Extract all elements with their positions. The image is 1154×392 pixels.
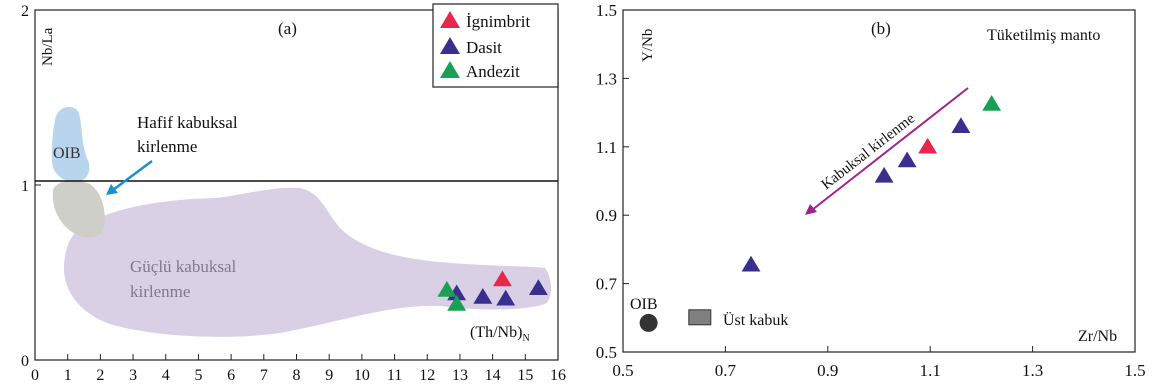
data-point-dasit <box>874 166 894 183</box>
x-axis-label-a-main: (Th/Nb) <box>470 324 522 341</box>
x-tick-label: 16 <box>550 367 566 384</box>
x-tick-label: 4 <box>162 367 170 384</box>
y-tick-label: 1 <box>21 178 29 195</box>
oib-region <box>51 107 90 182</box>
x-tick-label: 1.5 <box>1124 361 1145 380</box>
legend: İgnimbrit Dasit Andezit <box>432 3 559 88</box>
x-axis-label-b: Zr/Nb <box>1078 328 1117 345</box>
strong-crustal-label-line2: kirlenme <box>130 282 190 301</box>
light-crustal-label-line2: kirlenme <box>137 137 197 156</box>
data-points-a <box>437 270 548 311</box>
legend-label-ignimbrit: İgnimbrit <box>466 12 530 31</box>
data-point-dasit <box>951 117 971 134</box>
y-tick-label: 1.5 <box>596 1 617 20</box>
light-crustal-arrow <box>112 159 153 192</box>
x-tick-label: 10 <box>354 367 370 384</box>
x-axis-label-a-sub: N <box>522 333 529 344</box>
y-tick-label: 0.5 <box>596 343 617 362</box>
y-tick-label: 0.7 <box>596 275 618 294</box>
x-tick-label: 14 <box>485 367 501 384</box>
data-point-andezit <box>447 295 467 311</box>
x-ticks-b: 0.5 0.7 0.9 1.1 1.3 1.5 <box>612 346 1146 380</box>
x-tick-label: 7 <box>260 367 268 384</box>
legend-marker-ignimbrit <box>440 11 460 28</box>
data-points-b <box>741 95 1002 272</box>
legend-label-andezit: Andezit <box>466 62 520 81</box>
panel-b: 0.5 0.7 0.9 1.1 1.3 1.5 0.5 0.7 0.9 1.1 1.3 1.5 (b… <box>596 1 1146 380</box>
upper-crust-ref-label: Üst kabuk <box>723 311 788 329</box>
data-point-dasit <box>741 255 761 272</box>
x-tick-label: 1.1 <box>920 361 941 380</box>
y-axis-label-a: Nb/La <box>40 27 56 66</box>
strong-crustal-region <box>63 187 551 337</box>
x-tick-label: 5 <box>194 367 202 384</box>
reference-points-b <box>639 309 712 332</box>
x-tick-label: 15 <box>517 367 533 384</box>
x-tick-label: 0.7 <box>715 361 737 380</box>
data-point-dasit <box>528 279 548 295</box>
data-point-andezit <box>982 95 1002 111</box>
oib-reference-marker <box>639 313 658 332</box>
gray-region <box>52 180 105 238</box>
panel-label-b: (b) <box>871 19 891 38</box>
x-tick-label: 0 <box>31 367 39 384</box>
x-axis-label-a: (Th/Nb)N <box>470 324 530 344</box>
y-tick-label: 1.1 <box>596 138 617 157</box>
crustal-contamination-label: Kabuksal kirlenme <box>819 110 919 193</box>
legend-label-dasit: Dasit <box>466 38 502 57</box>
oib-label: OIB <box>53 145 81 162</box>
plot-frame-b <box>622 9 1136 353</box>
y-axis-label-b: Y/Nb <box>640 29 656 62</box>
x-tick-label: 12 <box>419 367 435 384</box>
x-tick-label: 1.3 <box>1022 361 1043 380</box>
light-crustal-label-line1: Hafif kabuksal <box>137 113 238 132</box>
data-point-dasit <box>473 288 493 304</box>
crustal-contamination-arrowhead <box>805 204 817 215</box>
legend-marker-dasit <box>440 37 460 54</box>
x-tick-label: 8 <box>293 367 301 384</box>
data-point-dasit <box>496 289 516 306</box>
x-tick-label: 6 <box>227 367 235 384</box>
x-ticks-a: 0 1 2 3 4 5 6 7 8 9 10 11 12 13 14 15 16 <box>31 354 566 384</box>
crustal-contamination-arrow <box>811 87 969 211</box>
data-point-andezit <box>437 281 457 297</box>
x-tick-label: 11 <box>387 367 402 384</box>
upper-crust-reference-marker <box>688 309 712 326</box>
strong-crustal-label-line1: Güçlü kabuksal <box>130 257 237 276</box>
depleted-mantle-label: Tüketilmiş manto <box>987 27 1100 44</box>
legend-marker-andezit <box>440 61 460 78</box>
data-point-dasit <box>897 151 917 168</box>
light-crustal-arrowhead <box>106 184 118 195</box>
oib-ref-label: OIB <box>630 296 658 313</box>
x-tick-label: 9 <box>325 367 333 384</box>
panel-label-a: (a) <box>278 19 297 38</box>
x-tick-label: 2 <box>96 367 104 384</box>
y-tick-label: 0 <box>21 353 29 370</box>
data-point-ignimbrit <box>492 270 512 287</box>
data-point-ignimbrit <box>918 137 938 154</box>
x-tick-label: 0.5 <box>612 361 633 380</box>
y-ticks-a: 0 1 2 <box>21 3 41 370</box>
x-tick-label: 3 <box>129 367 137 384</box>
x-tick-label: 1 <box>64 367 72 384</box>
x-tick-label: 13 <box>452 367 468 384</box>
y-ticks-b: 0.5 0.7 0.9 1.1 1.3 1.5 <box>596 1 629 362</box>
panel-a: 0 1 2 3 4 5 6 7 8 9 10 11 12 13 14 15 16 012 OIB Güçlü k… <box>21 3 566 384</box>
y-tick-label: 1.3 <box>596 69 617 88</box>
y-tick-label: 0.9 <box>596 206 617 225</box>
x-tick-label: 0.9 <box>817 361 838 380</box>
y-tick-label: 2 <box>21 3 29 20</box>
